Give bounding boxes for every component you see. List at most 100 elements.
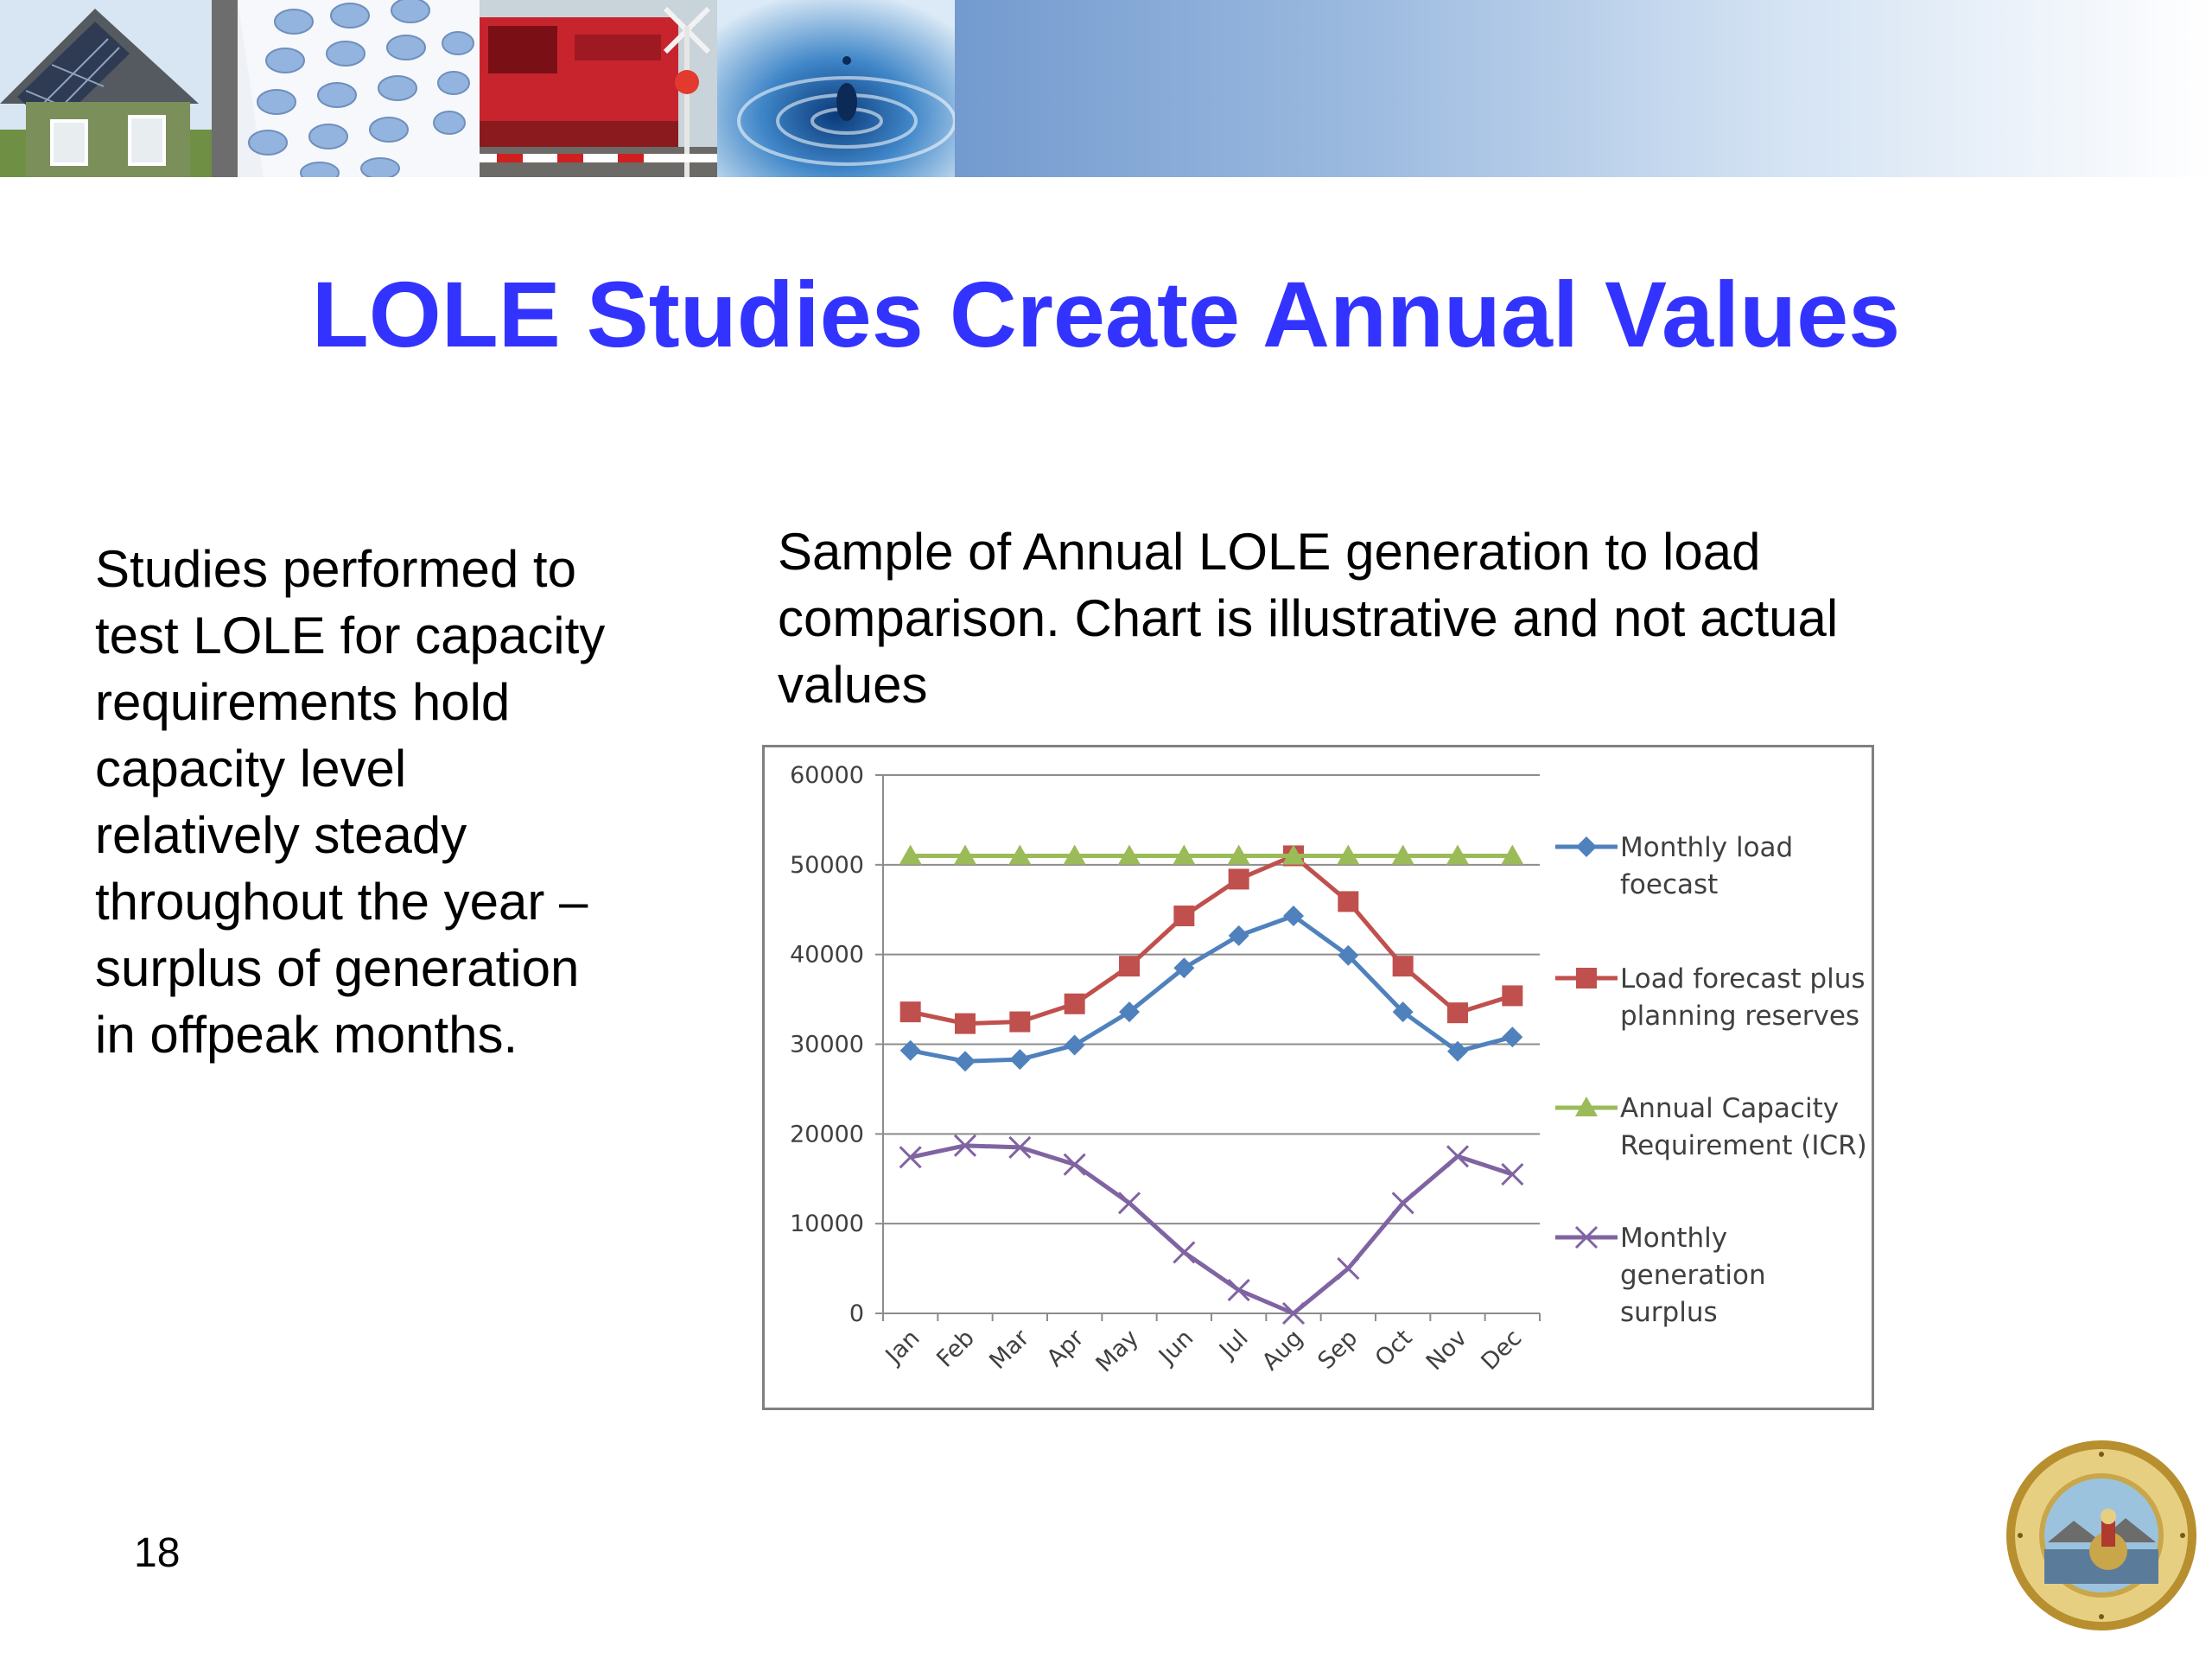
legend-marker <box>1574 1225 1599 1249</box>
data-point <box>1502 985 1523 1007</box>
data-point <box>1447 1040 1468 1062</box>
data-point <box>899 1001 921 1023</box>
data-point <box>1119 1001 1140 1023</box>
data-point <box>1282 844 1305 865</box>
caption-line: comparison. Chart is illustrative and no… <box>778 589 1839 647</box>
x-tick-label: Aug <box>1257 1325 1308 1376</box>
x-tick-label: Sep <box>1313 1325 1363 1375</box>
series-line <box>910 1143 1514 1316</box>
legend-label: foecast <box>1620 869 1718 900</box>
chart-caption: Sample of Annual LOLE generation to load… <box>778 518 2074 718</box>
x-tick-label: May <box>1091 1325 1144 1377</box>
body-line: requirements hold <box>95 673 511 731</box>
data-point <box>1337 1257 1360 1281</box>
x-tick-label: Mar <box>984 1324 1035 1375</box>
legend-label: Requirement (ICR) <box>1620 1130 1867 1161</box>
train-at-crossing-photo <box>480 0 717 177</box>
data-point <box>1281 1301 1306 1325</box>
header-banner <box>0 0 2212 177</box>
data-point <box>1501 844 1524 865</box>
data-point <box>1228 925 1249 946</box>
legend-marker <box>1576 836 1597 857</box>
legend-marker <box>1576 968 1597 988</box>
data-point <box>953 1134 977 1157</box>
data-point <box>1117 1192 1141 1215</box>
data-point <box>899 844 922 865</box>
data-point <box>1063 844 1086 865</box>
body-line: throughout the year – <box>95 873 588 931</box>
legend-label: generation <box>1620 1260 1766 1291</box>
data-point <box>899 1039 921 1061</box>
data-point <box>1118 844 1141 865</box>
telephone-keypad-photo <box>212 0 480 177</box>
data-point <box>1064 1034 1085 1056</box>
page-number: 18 <box>134 1530 181 1576</box>
y-tick-label: 30000 <box>790 1032 864 1058</box>
data-point <box>954 844 976 865</box>
caption-line: Sample of Annual LOLE generation to load <box>778 523 1761 581</box>
y-tick-label: 0 <box>849 1300 864 1327</box>
x-tick-label: Oct <box>1370 1325 1418 1372</box>
house-with-solar-panels-photo <box>0 0 212 177</box>
series-line <box>910 853 1514 1027</box>
data-point <box>1392 956 1414 977</box>
y-tick-label: 50000 <box>790 852 864 879</box>
legend-label: Monthly <box>1620 1223 1727 1254</box>
data-point <box>1227 1278 1250 1302</box>
x-tick-label: Jan <box>880 1325 925 1370</box>
x-tick-label: Jul <box>1213 1325 1253 1364</box>
data-point <box>1008 1135 1032 1159</box>
legend-label: Monthly load <box>1620 832 1793 863</box>
data-point <box>1173 957 1195 979</box>
water-drop-photo <box>717 0 955 177</box>
data-point <box>1446 1145 1470 1168</box>
legend-label: planning reserves <box>1620 1001 1859 1032</box>
data-point <box>1338 891 1359 912</box>
x-tick-label: Nov <box>1421 1325 1472 1376</box>
body-line: Studies performed to <box>95 540 576 598</box>
body-line: capacity level <box>95 740 407 798</box>
data-point <box>1391 844 1414 865</box>
y-tick-label: 40000 <box>790 942 864 969</box>
y-tick-label: 20000 <box>790 1121 864 1147</box>
california-puc-seal-icon <box>2005 1439 2199 1633</box>
body-line: in offpeak months. <box>95 1006 518 1064</box>
x-tick-label: Feb <box>931 1325 980 1373</box>
data-point <box>1063 1153 1086 1176</box>
body-text: Studies performed to test LOLE for capac… <box>95 536 700 1068</box>
data-point <box>1283 906 1304 927</box>
legend-label: surplus <box>1620 1297 1718 1328</box>
data-point <box>1173 906 1195 927</box>
data-point <box>1391 1192 1414 1215</box>
legend-marker <box>1575 1096 1598 1116</box>
data-point <box>1337 844 1360 865</box>
data-point <box>1227 844 1250 865</box>
body-line: surplus of generation <box>95 939 580 997</box>
data-point <box>1064 993 1085 1014</box>
data-point <box>1173 844 1196 865</box>
data-point <box>955 1051 976 1072</box>
series-line <box>910 913 1513 1064</box>
x-tick-label: Dec <box>1476 1325 1527 1376</box>
data-point <box>899 1146 922 1169</box>
body-line: relatively steady <box>95 806 467 864</box>
data-point <box>1501 1162 1524 1186</box>
legend-label: Load forecast plus <box>1620 963 1866 995</box>
data-point <box>1119 956 1140 977</box>
data-point <box>1502 1027 1523 1048</box>
caption-line: values <box>778 656 928 714</box>
x-tick-label: Jun <box>1153 1325 1198 1370</box>
data-point <box>1009 1011 1031 1033</box>
slide-title: LOLE Studies Create Annual Values <box>311 262 1901 366</box>
data-point <box>1173 1241 1196 1264</box>
data-point <box>1446 844 1469 865</box>
body-line: test LOLE for capacity <box>95 607 606 664</box>
data-point <box>1447 1002 1468 1024</box>
legend-label: Annual Capacity <box>1620 1093 1839 1124</box>
data-point <box>1008 844 1032 865</box>
data-point <box>1392 1001 1414 1023</box>
y-tick-label: 60000 <box>790 762 864 789</box>
data-point <box>1228 868 1249 890</box>
x-tick-label: Apr <box>1042 1324 1090 1372</box>
y-tick-label: 10000 <box>790 1211 864 1237</box>
